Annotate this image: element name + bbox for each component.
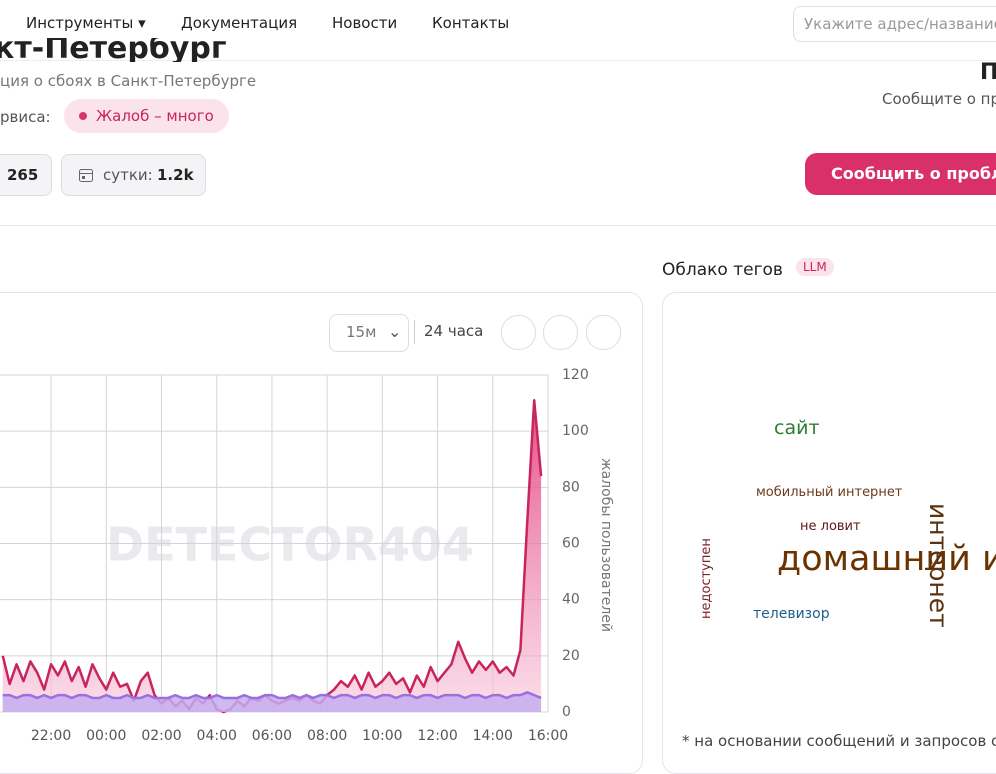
next-button[interactable] [586,315,621,350]
x-tick-label: 06:00 [252,728,292,744]
x-tick-label: 10:00 [362,728,402,744]
nav-item[interactable]: Инструменты ▾ [26,14,146,32]
tag: телевизор [753,606,830,622]
prev-button[interactable] [501,315,536,350]
separator [414,320,415,344]
range: 24 часа [424,322,484,340]
y-tick-label: 120 [562,367,589,383]
subtitle: ция о сбоях в Санкт-Петербурге [0,72,257,90]
tag: мобильный интернет [756,485,903,500]
y-axis-label: жалобы пользователей [598,458,614,632]
status-badge: Жалоб – много [64,99,229,133]
stat-value: 265 [7,166,39,184]
y-tick-label: 0 [562,704,571,720]
tag: не ловит [800,519,861,534]
chart: DETECTOR404 жалобы пользователей 0 20 40 60… [0,367,614,744]
stat-day: сутки: 1.2k [61,154,206,196]
section-title: Облако тегов [662,260,783,280]
search-placeholder: Укажите адрес/название [804,15,996,33]
y-tick-label: 20 [562,648,580,664]
calendar-icon [79,169,93,182]
nav-item[interactable]: Новости [332,14,398,32]
status-label: рвиса: [0,108,51,126]
footnote: * на основании сообщений и запросов с [682,732,996,750]
navbar [0,0,996,61]
stat-hour: 265 [0,154,52,196]
x-tick-label: 14:00 [473,728,513,744]
x-tick-label: 02:00 [141,728,181,744]
badge-text: Жалоб – много [96,107,214,125]
chevron: ⌄ [388,322,402,341]
right-subtitle: Сообщите о пр [882,90,996,108]
report-button[interactable]: Сообщить о проблем [805,153,996,195]
tag: домашний интернет [777,539,996,579]
series-line [2,691,542,700]
search[interactable]: Укажите адрес/название [793,6,996,42]
calendar-button[interactable] [543,315,578,350]
tag: интернет [924,503,953,628]
nav-item[interactable]: Документация [181,14,298,32]
interval: 15м [346,323,377,341]
tag: сайт [774,417,820,439]
y-tick-label: 80 [562,479,580,495]
y-tick-label: 60 [562,536,580,552]
interval-select[interactable]: 15м ⌄ [329,314,409,352]
x-tick-label: 00:00 [86,728,126,744]
divider [0,225,996,226]
tag-cloud: сайт мобильный интернет не ловит домашни… [662,292,996,774]
stat-value: 1.2k [157,166,194,184]
stat-label: сутки: [103,166,153,184]
x-tick-label: 16:00 [528,728,568,744]
x-tick-label: 04:00 [197,728,237,744]
x-tick-label: 08:00 [307,728,347,744]
x-tick-label: 22:00 [31,728,71,744]
watermark: DETECTOR404 [106,518,474,572]
llm-badge: LLM [796,258,834,276]
y-tick-label: 100 [562,423,589,439]
x-tick-label: 12:00 [417,728,457,744]
title: кт-Петербург [0,38,227,62]
nav-item[interactable]: Контакты [432,14,510,32]
y-tick-label: 40 [562,592,580,608]
tag: недоступен [699,538,714,619]
series-area [2,400,542,712]
right-title: П [980,60,996,85]
series-area [2,692,542,712]
